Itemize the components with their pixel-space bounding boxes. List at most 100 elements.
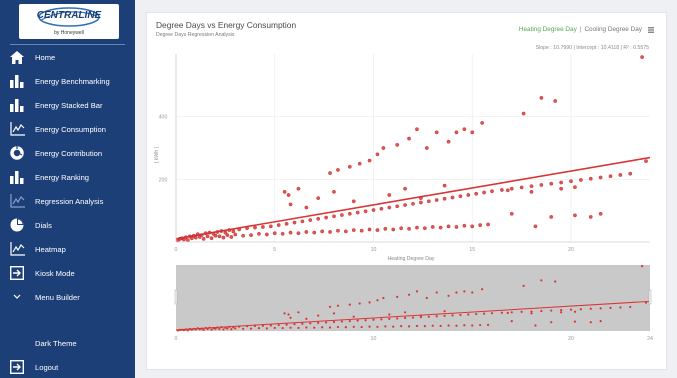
navigator-data-point — [560, 311, 563, 314]
navigator-data-point — [447, 324, 450, 327]
sidebar-item-menu-builder[interactable]: Menu Builder — [0, 286, 135, 308]
chevron-down-icon — [9, 289, 25, 305]
sidebar-item-label: Menu Builder — [35, 292, 80, 302]
navigator-data-point — [196, 327, 199, 330]
sidebar-item-regression-analysis[interactable]: Regression Analysis — [0, 190, 135, 212]
navigator-data-point — [325, 321, 328, 324]
navigator-data-point — [530, 310, 533, 313]
sidebar-item-energy-benchmarking[interactable]: Energy Benchmarking — [0, 70, 135, 92]
data-point — [426, 199, 431, 204]
navigator-left-handle[interactable] — [174, 289, 178, 305]
data-point — [332, 214, 336, 219]
data-point — [225, 233, 230, 237]
data-point — [403, 186, 407, 191]
navigator-data-point — [629, 305, 632, 309]
data-point — [229, 235, 234, 239]
navigator-data-point — [200, 327, 203, 330]
navigator-data-point — [313, 326, 316, 329]
sidebar-item-logout[interactable]: Logout — [0, 356, 135, 378]
data-point — [195, 232, 200, 237]
navigator-data-point — [382, 296, 385, 300]
data-point — [509, 211, 514, 216]
navigator-data-point — [447, 294, 450, 297]
navigator-data-point — [443, 310, 446, 313]
data-point — [332, 190, 336, 194]
navigator-data-point — [589, 321, 592, 324]
data-point — [450, 195, 455, 200]
data-point — [387, 193, 392, 197]
navigator-data-point — [520, 310, 523, 313]
sidebar-item-energy-stacked-bar[interactable]: Energy Stacked Bar — [0, 94, 135, 116]
sidebar-item-heatmap[interactable]: Heatmap — [0, 238, 135, 260]
line-chart-icon — [9, 193, 25, 209]
sidebar-item-energy-consumption[interactable]: Energy Consumption — [0, 118, 135, 140]
data-point — [470, 224, 475, 229]
navigator-data-point — [340, 320, 343, 323]
sidebar-item-dials[interactable]: Dials — [0, 214, 135, 236]
x-tick-label: 20 — [568, 247, 574, 253]
navigator-data-point — [573, 310, 577, 313]
navigator-data-point — [423, 325, 426, 328]
navigator-data-point — [301, 322, 304, 325]
heating-degree-day-toggle[interactable]: Heating Degree Day — [518, 26, 577, 33]
navigator-data-point — [500, 311, 503, 314]
data-point — [569, 179, 573, 184]
data-point — [367, 158, 372, 163]
navigator-data-point — [246, 325, 249, 328]
data-point — [411, 201, 415, 206]
data-point — [351, 199, 356, 204]
navigator-data-point — [336, 304, 340, 307]
navigator-data-point — [506, 311, 509, 314]
navigator-data-point — [419, 316, 422, 319]
hamburger-menu-icon[interactable] — [648, 26, 654, 33]
dark-theme-toggle[interactable]: Dark Theme — [35, 339, 77, 348]
data-point — [486, 222, 490, 227]
data-point — [442, 183, 447, 188]
navigator-data-point — [435, 291, 438, 294]
navigator-data-point — [277, 323, 280, 327]
data-point — [438, 225, 443, 230]
y-tick-label: 400 — [159, 115, 168, 121]
data-point — [628, 171, 633, 176]
navigator-data-point — [176, 329, 180, 332]
data-point — [399, 226, 403, 231]
navigator-data-point — [400, 325, 403, 328]
cooling-degree-day-toggle[interactable]: Cooling Degree Day — [584, 26, 642, 33]
toggle-separator: | — [579, 26, 582, 33]
navigator-data-point — [358, 302, 361, 305]
sidebar-item-label: Energy Benchmarking — [35, 76, 110, 86]
navigator-data-point — [194, 328, 197, 331]
navigator-data-point — [380, 318, 383, 321]
data-point — [316, 216, 321, 221]
data-point — [375, 152, 380, 157]
data-point — [533, 224, 538, 229]
sidebar-item-energy-contribution[interactable]: Energy Contribution — [0, 142, 135, 164]
data-point — [519, 185, 524, 190]
navigator-data-point — [599, 320, 602, 323]
navigator-data-point — [206, 327, 209, 331]
data-point — [257, 232, 261, 236]
data-point — [193, 235, 198, 240]
data-point — [454, 130, 459, 135]
navigator-data-point — [435, 315, 438, 318]
data-point — [209, 236, 214, 241]
data-point — [415, 127, 419, 132]
data-point — [482, 190, 486, 195]
data-point — [419, 200, 423, 205]
x-tick-label: 5 — [273, 247, 276, 253]
sidebar-item-energy-ranking[interactable]: Energy Ranking — [0, 166, 135, 188]
navigator-data-point — [431, 324, 434, 327]
navigator-data-point — [309, 322, 312, 325]
sidebar-item-kiosk-mode[interactable]: Kiosk Mode — [0, 262, 135, 284]
data-point — [328, 230, 332, 234]
navigator-data-point — [234, 327, 237, 330]
navigator-data-point — [388, 317, 391, 320]
navigator-data-point — [554, 280, 557, 283]
data-point — [573, 213, 577, 218]
data-point — [363, 209, 368, 214]
navigator-data-point — [198, 328, 201, 331]
navigator-right-handle[interactable] — [648, 289, 652, 305]
sidebar-item-home[interactable]: Home — [0, 46, 135, 68]
navigator-data-point — [540, 279, 543, 282]
navigator-data-point — [396, 295, 399, 298]
